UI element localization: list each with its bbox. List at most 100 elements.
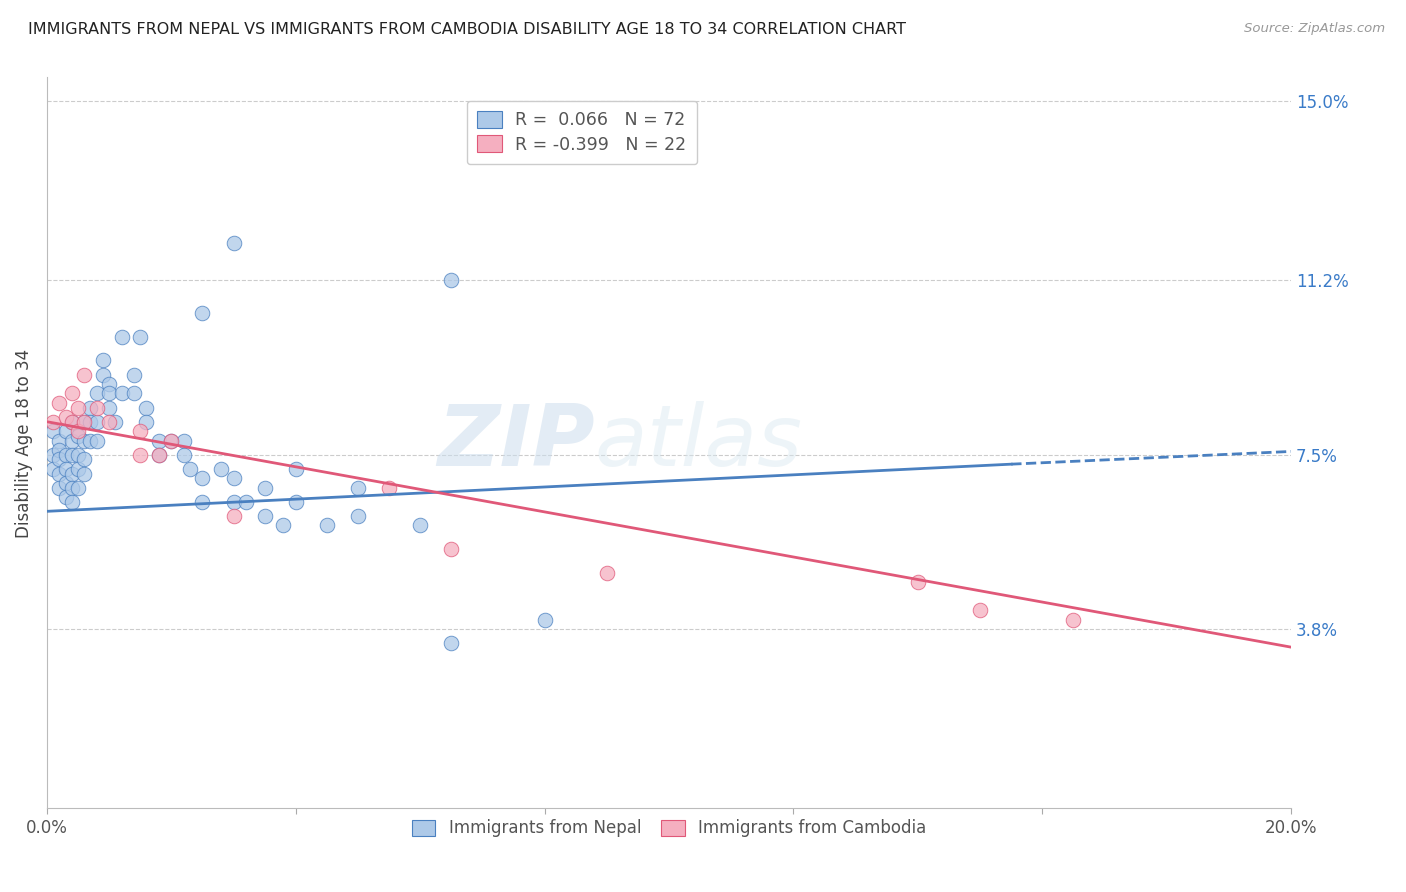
Point xyxy=(315,518,337,533)
Point xyxy=(409,518,432,533)
Point xyxy=(42,448,65,462)
Point xyxy=(86,434,108,448)
Point xyxy=(60,467,83,481)
Point xyxy=(347,509,370,524)
Point xyxy=(73,415,96,429)
Point xyxy=(66,481,89,495)
Point xyxy=(440,542,463,557)
Point xyxy=(60,415,83,429)
Point xyxy=(191,471,214,485)
Point xyxy=(86,401,108,415)
Point xyxy=(253,509,276,524)
Point xyxy=(596,566,619,580)
Y-axis label: Disability Age 18 to 34: Disability Age 18 to 34 xyxy=(15,349,32,538)
Point xyxy=(173,448,195,462)
Point xyxy=(98,376,121,391)
Text: IMMIGRANTS FROM NEPAL VS IMMIGRANTS FROM CAMBODIA DISABILITY AGE 18 TO 34 CORREL: IMMIGRANTS FROM NEPAL VS IMMIGRANTS FROM… xyxy=(28,22,905,37)
Point xyxy=(98,401,121,415)
Point xyxy=(191,495,214,509)
Point xyxy=(73,368,96,382)
Point xyxy=(191,306,214,320)
Point xyxy=(110,330,132,344)
Point xyxy=(284,462,307,476)
Point xyxy=(135,401,157,415)
Point xyxy=(48,396,70,410)
Point xyxy=(347,481,370,495)
Point xyxy=(55,490,77,504)
Point xyxy=(273,518,295,533)
Point xyxy=(222,509,245,524)
Point xyxy=(60,495,83,509)
Point xyxy=(148,448,170,462)
Point xyxy=(73,434,96,448)
Point xyxy=(284,495,307,509)
Point xyxy=(48,481,70,495)
Point xyxy=(79,415,101,429)
Text: ZIP: ZIP xyxy=(437,401,595,484)
Point xyxy=(135,415,157,429)
Point xyxy=(969,603,991,617)
Point xyxy=(173,434,195,448)
Point xyxy=(66,429,89,443)
Point xyxy=(440,636,463,650)
Point xyxy=(148,434,170,448)
Point xyxy=(222,471,245,485)
Point xyxy=(129,448,152,462)
Point xyxy=(48,434,70,448)
Point xyxy=(55,409,77,424)
Point xyxy=(179,462,201,476)
Point xyxy=(253,481,276,495)
Point xyxy=(129,330,152,344)
Point xyxy=(42,462,65,476)
Point xyxy=(48,467,70,481)
Point xyxy=(110,386,132,401)
Point xyxy=(66,448,89,462)
Point xyxy=(48,452,70,467)
Point xyxy=(378,481,401,495)
Point xyxy=(55,476,77,491)
Point xyxy=(79,434,101,448)
Point xyxy=(222,495,245,509)
Point xyxy=(91,353,114,368)
Point xyxy=(66,462,89,476)
Text: atlas: atlas xyxy=(595,401,803,484)
Point xyxy=(222,235,245,250)
Point xyxy=(98,415,121,429)
Point xyxy=(235,495,257,509)
Point xyxy=(91,368,114,382)
Point xyxy=(1062,613,1084,627)
Point xyxy=(60,434,83,448)
Point xyxy=(48,443,70,458)
Point xyxy=(42,424,65,438)
Point xyxy=(209,462,232,476)
Point xyxy=(60,386,83,401)
Point xyxy=(42,415,65,429)
Point xyxy=(66,401,89,415)
Point xyxy=(86,415,108,429)
Point xyxy=(122,386,145,401)
Point xyxy=(86,386,108,401)
Point xyxy=(73,467,96,481)
Point xyxy=(55,448,77,462)
Point xyxy=(104,415,127,429)
Point xyxy=(73,452,96,467)
Point xyxy=(160,434,183,448)
Point xyxy=(60,481,83,495)
Point xyxy=(122,368,145,382)
Point xyxy=(440,273,463,287)
Legend: Immigrants from Nepal, Immigrants from Cambodia: Immigrants from Nepal, Immigrants from C… xyxy=(405,813,932,844)
Point xyxy=(148,448,170,462)
Point xyxy=(60,415,83,429)
Point xyxy=(60,448,83,462)
Point xyxy=(66,424,89,438)
Point xyxy=(129,424,152,438)
Point xyxy=(98,386,121,401)
Point xyxy=(907,575,929,590)
Point xyxy=(73,415,96,429)
Point xyxy=(55,462,77,476)
Point xyxy=(55,424,77,438)
Point xyxy=(79,401,101,415)
Point xyxy=(160,434,183,448)
Point xyxy=(533,613,555,627)
Text: Source: ZipAtlas.com: Source: ZipAtlas.com xyxy=(1244,22,1385,36)
